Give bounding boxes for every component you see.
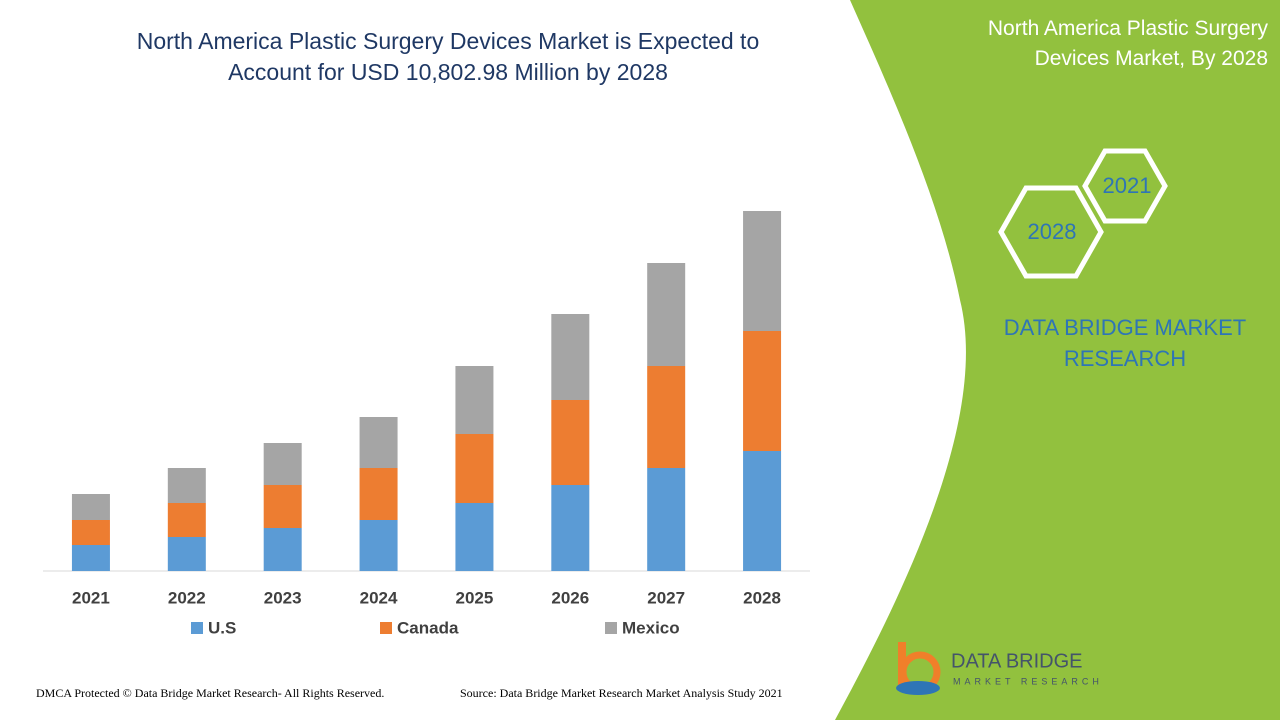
bar-segment [647, 468, 686, 571]
logo-icon [896, 642, 941, 695]
x-tick-label: 2028 [743, 588, 781, 607]
legend-label: Mexico [622, 618, 680, 637]
x-tick-label: 2027 [647, 588, 685, 607]
logo-name: DATA BRIDGE [951, 650, 1083, 672]
legend-swatch [605, 622, 617, 634]
bar-segment [743, 451, 782, 571]
hex-label: 2021 [1103, 173, 1152, 198]
x-tick-label: 2022 [168, 588, 206, 607]
bar-segment [647, 263, 686, 366]
bar-segment [71, 545, 110, 571]
bar-segment [167, 503, 206, 537]
legend-label: U.S [208, 618, 236, 637]
bar-segment [167, 468, 206, 503]
legend-swatch [380, 622, 392, 634]
x-tick-label: 2026 [551, 588, 589, 607]
legend-swatch [191, 622, 203, 634]
x-tick-label: 2021 [72, 588, 110, 607]
logo-tagline: MARKET RESEARCH [953, 676, 1103, 686]
legend-label: Canada [397, 618, 459, 637]
x-tick-label: 2025 [456, 588, 494, 607]
bar-segment [743, 211, 782, 331]
source: Source: Data Bridge Market Research Mark… [460, 686, 783, 700]
copyright: DMCA Protected © Data Bridge Market Rese… [36, 686, 385, 700]
bar-segment [647, 366, 686, 468]
chart-title: North America Plastic Surgery Devices Ma… [136, 28, 760, 85]
hexagon [1082, 148, 1168, 224]
bar-segment [455, 434, 494, 503]
bar-segment [71, 494, 110, 520]
bar-segment [71, 520, 110, 545]
bar-segment [167, 537, 206, 571]
bar-segment [743, 331, 782, 451]
green-panel [835, 0, 1280, 720]
bar-segment [551, 400, 590, 485]
bar-segment [359, 468, 398, 520]
bar-segment [359, 417, 398, 468]
x-tick-label: 2024 [360, 588, 398, 607]
bar-segment [551, 314, 590, 400]
panel-heading: North America Plastic Surgery Devices Ma… [987, 17, 1268, 70]
bar-segment [551, 485, 590, 571]
bar-segment [455, 503, 494, 571]
hex-label: 2028 [1028, 219, 1077, 244]
bar-segment [263, 443, 302, 485]
bar-segment [263, 485, 302, 528]
bar-segment [455, 366, 494, 434]
panel-brand: DATA BRIDGE MARKET RESEARCH [1003, 315, 1247, 371]
x-tick-label: 2023 [264, 588, 302, 607]
hexagon [998, 185, 1104, 279]
bar-segment [263, 528, 302, 571]
bar-segment [359, 520, 398, 571]
